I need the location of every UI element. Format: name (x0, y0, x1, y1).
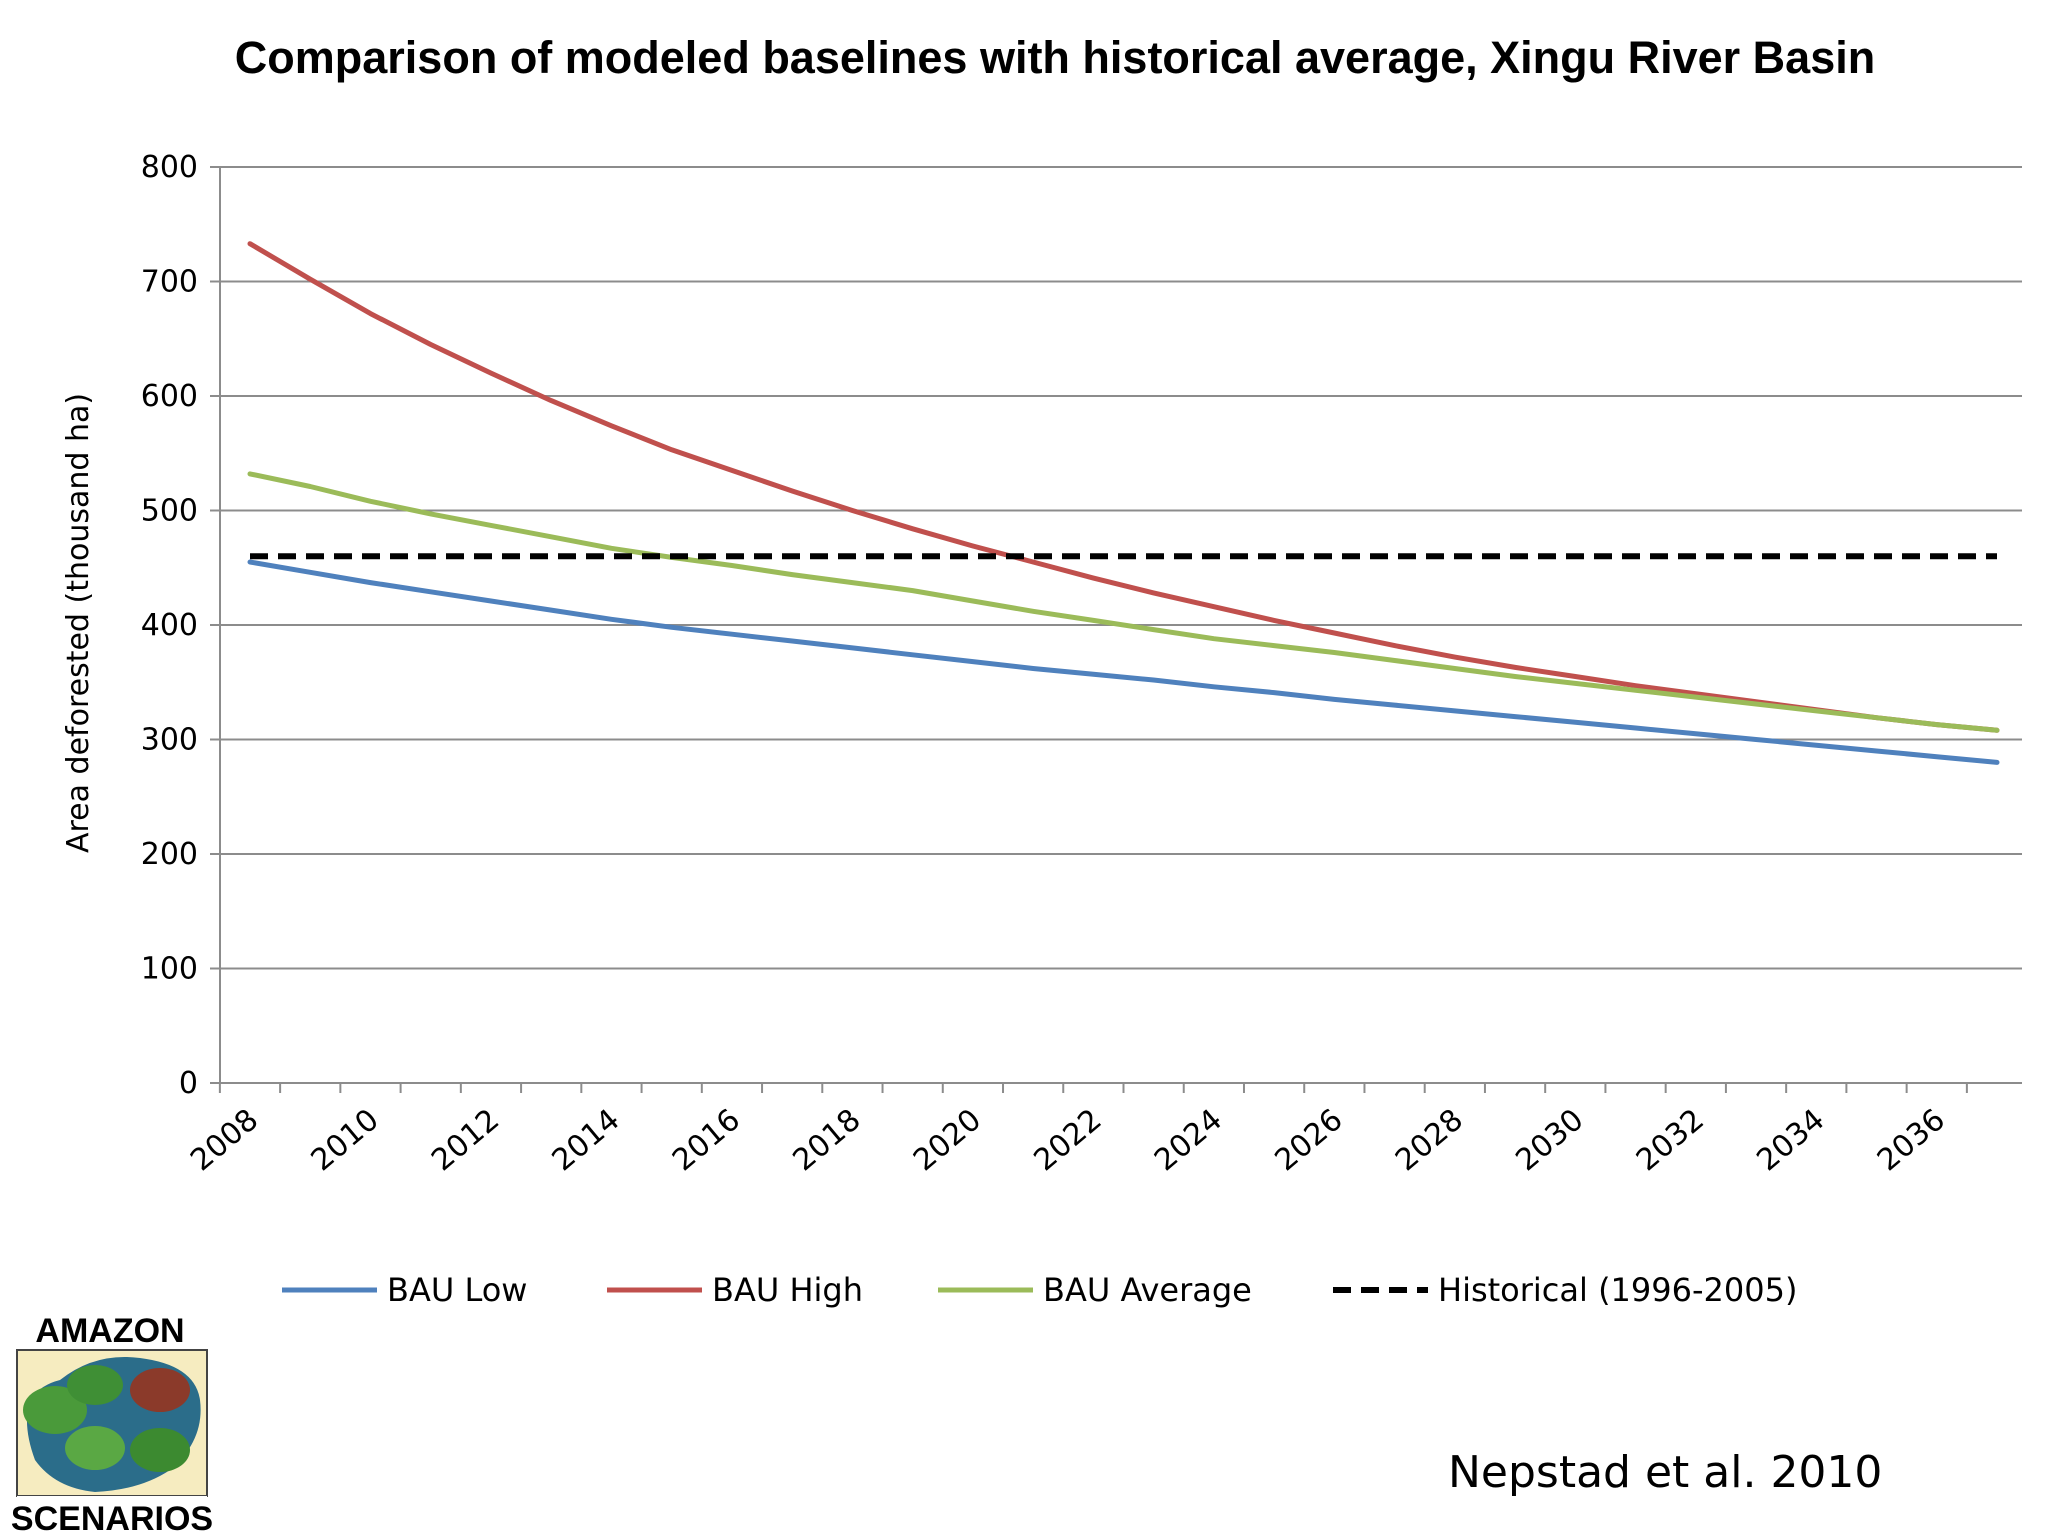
citation: Nepstad et al. 2010 (1448, 1447, 1882, 1498)
axes (218, 167, 2022, 1093)
gridlines (210, 166, 2022, 1084)
x-tick-label: 2030 (1509, 1102, 1590, 1178)
x-tick-label: 2022 (1028, 1102, 1109, 1178)
x-tick-label: 2014 (546, 1102, 627, 1178)
x-tick-label: 2024 (1148, 1102, 1229, 1178)
y-axis-label: Area deforested (thousand ha) (61, 393, 96, 853)
series-lines (247, 241, 2000, 765)
x-tick-label: 2036 (1871, 1102, 1952, 1178)
legend: BAU Low BAU High BAU Average Historical (19… (282, 1271, 1797, 1309)
series-line-bau-low (247, 559, 2000, 765)
logo-top-text: AMAZON (35, 1312, 184, 1350)
y-tick-label: 800 (141, 150, 198, 185)
y-tick-label: 400 (141, 608, 198, 643)
y-tick-label: 100 (141, 952, 198, 987)
logo-bottom-text: SCENARIOS (11, 1500, 213, 1536)
y-tick-label: 300 (141, 723, 198, 758)
x-tick-label: 2012 (425, 1102, 506, 1178)
legend-label: BAU Low (387, 1271, 527, 1309)
x-tick-label: 2034 (1750, 1102, 1831, 1178)
x-tick-labels: 2008 2010 2012 2014 2016 2018 2020 2022 2024 2026… (184, 1102, 1952, 1178)
x-tick-label: 2026 (1268, 1102, 1349, 1178)
y-tick-labels: 0 100 200 300 400 500 600 700 800 (141, 150, 198, 1101)
legend-label: BAU High (712, 1271, 863, 1309)
x-tick-label: 2016 (666, 1102, 747, 1178)
x-tick-label: 2010 (305, 1102, 386, 1178)
y-tick-label: 0 (179, 1066, 198, 1101)
logo-forest-blob-1 (23, 1386, 87, 1434)
logo-forest-blob-5 (130, 1428, 190, 1472)
y-tick-label: 500 (141, 494, 198, 529)
logo-bottom-bar (17, 1496, 207, 1536)
x-tick-label: 2032 (1630, 1102, 1711, 1178)
amazon-scenarios-logo: AMAZON SCENARIOS (11, 1312, 213, 1536)
series-line-bau-high (247, 241, 2000, 733)
x-tick-label: 2008 (184, 1102, 265, 1178)
x-tick-label: 2018 (787, 1102, 868, 1178)
chart-title: Comparison of modeled baselines with his… (235, 32, 1875, 83)
logo-forest-blob-3 (130, 1368, 190, 1412)
legend-label: BAU Average (1043, 1271, 1252, 1309)
logo-forest-blob-4 (65, 1426, 125, 1470)
logo-forest-blob-2 (67, 1365, 123, 1405)
x-tick-label: 2020 (907, 1102, 988, 1178)
y-tick-label: 700 (141, 265, 198, 300)
y-tick-label: 200 (141, 837, 198, 872)
y-tick-label: 600 (141, 379, 198, 414)
legend-label: Historical (1996-2005) (1438, 1271, 1797, 1309)
series-line-bau-average (247, 471, 2000, 733)
x-tick-label: 2028 (1389, 1102, 1470, 1178)
